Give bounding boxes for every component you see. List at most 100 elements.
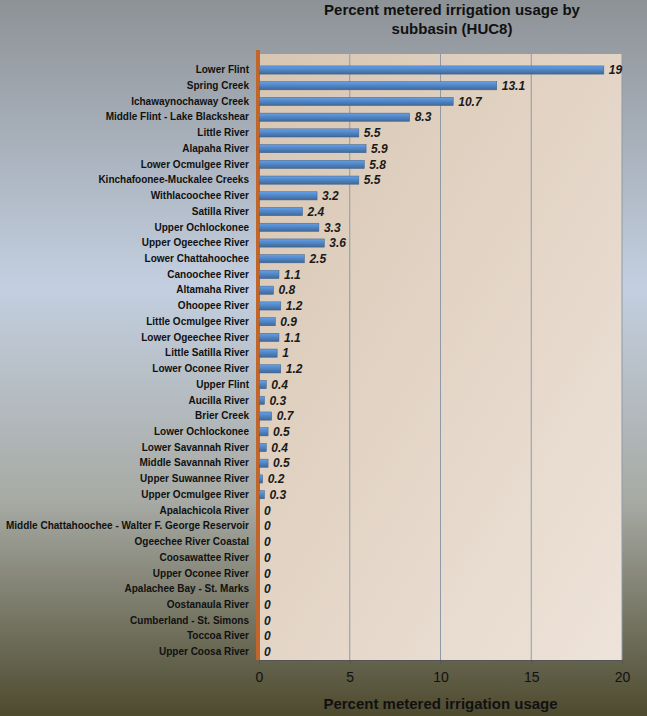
- data-label: 3.3: [324, 221, 341, 235]
- x-tick-label: 0: [256, 669, 264, 685]
- plot-area: [259, 54, 622, 660]
- y-tick: Lower Chattahoochee: [145, 253, 250, 264]
- data-label: 0.8: [279, 283, 296, 297]
- x-tick-mark: [441, 660, 442, 664]
- y-tick: Coosawattee River: [160, 552, 250, 563]
- y-tick-label: Little River: [197, 127, 249, 138]
- y-tick-label: Lower Chattahoochee: [145, 253, 250, 264]
- y-tick-label: Middle Chattahoochee - Walter F. George …: [6, 520, 249, 531]
- y-tick-label: Withlacoochee River: [151, 190, 249, 201]
- bar: [259, 412, 272, 420]
- data-label: 13.1: [502, 79, 526, 93]
- grid-line: [531, 54, 532, 660]
- data-label: 1: [282, 346, 289, 360]
- y-tick-label: Lower Ogeechee River: [141, 332, 249, 343]
- y-tick-label: Lower Oconee River: [152, 363, 249, 374]
- y-tick: Lower Ocmulgee River: [141, 159, 249, 170]
- y-tick: Lower Savannah River: [142, 442, 249, 453]
- y-tick: Spring Creek: [187, 80, 250, 91]
- bar: [259, 632, 260, 640]
- x-tick-mark: [622, 660, 623, 664]
- data-label: 2.4: [307, 205, 325, 219]
- bar: [259, 459, 268, 467]
- y-tick-label: Ohoopee River: [178, 300, 249, 311]
- y-tick: Upper Ocmulgee River: [141, 489, 249, 500]
- y-tick-label: Coosawattee River: [160, 552, 250, 563]
- y-tick-label: Aucilla River: [188, 395, 249, 406]
- data-label: 0.5: [273, 456, 290, 470]
- data-label: 0: [264, 629, 271, 643]
- y-tick-label: Cumberland - St. Simons: [130, 615, 249, 626]
- y-tick-label: Lower Ochlockonee: [154, 426, 249, 437]
- y-tick-label: Upper Suwannee River: [140, 473, 249, 484]
- y-tick-label: Upper Ochlockonee: [155, 222, 250, 233]
- y-tick: Canoochee River: [167, 269, 249, 280]
- bar: [259, 302, 281, 310]
- data-label: 0: [264, 645, 271, 659]
- y-tick: Satilla River: [192, 206, 249, 217]
- data-label: 1.1: [284, 268, 301, 282]
- bar: [259, 616, 260, 624]
- data-label: 5.5: [364, 173, 381, 187]
- x-tick-label: 5: [346, 669, 354, 685]
- bar: [259, 554, 260, 562]
- y-tick: Middle Savannah River: [140, 457, 250, 468]
- data-label: 0: [264, 504, 271, 518]
- x-tick: 10: [433, 660, 449, 685]
- data-label: 0: [264, 582, 271, 596]
- y-tick: Altamaha River: [176, 284, 249, 295]
- x-tick-mark: [531, 660, 532, 664]
- data-label: 0.3: [269, 394, 286, 408]
- data-label: 0: [264, 567, 271, 581]
- x-axis: 0 5 10 15 20: [256, 660, 631, 685]
- grid-line: [622, 54, 623, 660]
- grid-line: [440, 54, 441, 660]
- y-tick-label: Oostanaula River: [167, 599, 249, 610]
- data-label: 10.7: [458, 95, 483, 109]
- data-label: 0.4: [271, 441, 288, 455]
- data-labels: 1913.110.78.35.55.95.85.53.22.43.33.62.5…: [264, 63, 623, 659]
- bar: [259, 648, 260, 656]
- data-label: 0.4: [271, 378, 288, 392]
- bar: [259, 538, 260, 546]
- y-tick: Upper Oconee River: [153, 568, 249, 579]
- y-tick: Lower Ochlockonee: [154, 426, 249, 437]
- y-tick: Upper Suwannee River: [140, 473, 249, 484]
- bar: [259, 585, 260, 593]
- y-tick-label: Ichawaynochaway Creek: [131, 96, 249, 107]
- y-tick-label: Lower Ocmulgee River: [141, 159, 249, 170]
- data-label: 0: [264, 551, 271, 565]
- bar: [259, 381, 266, 389]
- y-tick-label: Ogeechee River Coastal: [135, 536, 250, 547]
- title: Percent metered irrigation usage bysubba…: [324, 1, 581, 37]
- y-tick: Upper Ochlockonee: [155, 222, 250, 233]
- y-tick: Upper Coosa River: [159, 646, 249, 657]
- bar: [259, 522, 260, 530]
- bar: [259, 365, 281, 373]
- y-tick: Middle Flint - Lake Blackshear: [106, 111, 249, 122]
- y-tick: Brier Creek: [195, 410, 249, 421]
- background: [0, 0, 647, 716]
- y-tick: Lower Flint: [196, 64, 250, 75]
- bar: [259, 491, 264, 499]
- y-tick-label: Little Satilla River: [165, 347, 249, 358]
- bar: [259, 396, 264, 404]
- y-tick: Ichawaynochaway Creek: [131, 96, 249, 107]
- data-label: 5.8: [369, 158, 386, 172]
- y-tick: Little River: [197, 127, 249, 138]
- bar: [259, 97, 453, 105]
- x-tick-label: 15: [524, 669, 540, 685]
- y-tick-label: Apalachee Bay - St. Marks: [125, 583, 250, 594]
- y-tick-label: Kinchafoonee-Muckalee Creeks: [98, 174, 249, 185]
- bar: [259, 255, 304, 263]
- data-label: 0: [264, 519, 271, 533]
- x-tick-label: 20: [615, 669, 631, 685]
- bar: [259, 506, 260, 514]
- bar: [259, 286, 274, 294]
- data-label: 1.2: [286, 362, 303, 376]
- data-label: 1.1: [284, 331, 301, 345]
- data-label: 3.2: [322, 189, 339, 203]
- bar: [259, 569, 260, 577]
- bar: [259, 129, 359, 137]
- bar: [259, 475, 263, 483]
